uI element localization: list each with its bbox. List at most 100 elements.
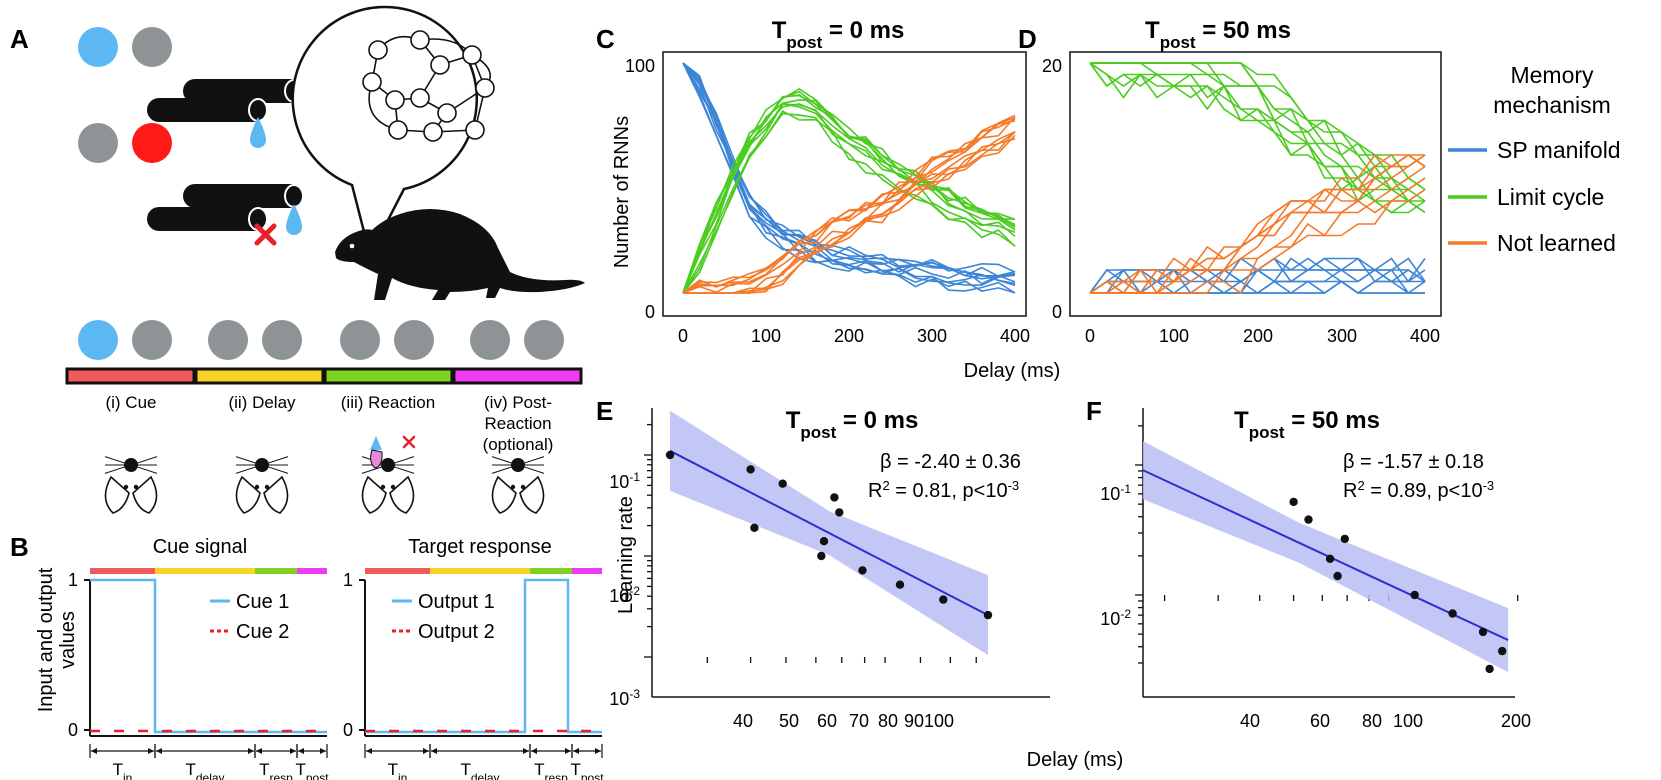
line-limit-cycle-1 [1090, 62, 1426, 191]
b-right-ytick-0: 0 [343, 720, 353, 740]
b-ytick-0: 0 [68, 720, 78, 740]
line-not-learned-8 [683, 138, 1016, 294]
cue-signal-axes [84, 579, 327, 737]
line-not-learned-5 [1090, 153, 1426, 294]
line-sp-manifold-4 [1089, 257, 1425, 295]
rat-silhouette [335, 209, 585, 300]
line-sp-manifold-9 [1089, 280, 1426, 294]
line-sp-manifold-7 [682, 62, 1016, 278]
time-arrow-resp: Tresp [254, 744, 298, 780]
scatter-point-2 [1289, 497, 1298, 507]
f-xticks: 40 60 80 100 200 [1240, 711, 1531, 731]
panel-e-label: E [596, 396, 613, 426]
stage-bars [65, 367, 583, 385]
stage-circles [78, 320, 564, 360]
line-limit-cycle-8 [682, 103, 1016, 294]
scatter-point-6 [1340, 534, 1350, 544]
panel-b-label: B [10, 532, 29, 562]
c-ytick-100: 100 [625, 56, 655, 76]
line-limit-cycle-3 [1090, 62, 1426, 203]
scatter-point-9 [1478, 627, 1488, 637]
time-label-delay: Tdelay [460, 760, 499, 780]
d-ytick-20: 20 [1042, 56, 1062, 76]
e-xtick-90: 90 [904, 711, 924, 731]
panel-c-title: Tpost = 0 ms [772, 17, 905, 52]
rat-heads [104, 456, 545, 514]
cue1-legend-label: Cue 1 [236, 591, 289, 613]
line-limit-cycle-7 [682, 112, 1016, 294]
cue-signal-title: Cue signal [153, 536, 248, 558]
stage-label-delay: (ii) Delay [228, 393, 296, 412]
water-drop-icon-2 [286, 204, 302, 235]
line-sp-manifold-2 [1090, 280, 1425, 294]
cue-circle-grey [132, 27, 172, 67]
time-arrow-delay: Tdelay [429, 744, 531, 780]
e-xtick-60: 60 [817, 711, 837, 731]
panel-e-beta: β = -2.40 ± 0.36 [880, 451, 1021, 473]
scatter-point-6 [830, 493, 839, 502]
time-arrow-delay: Tdelay [154, 744, 256, 780]
target-response-title: Target response [408, 536, 551, 558]
panel-c: C Tpost = 0 ms Number of RNNs 100 0 0 10… [596, 17, 1030, 346]
panel-f-fit-line [1143, 469, 1509, 641]
scatter-point-0 [665, 450, 675, 460]
rat-head-0 [104, 456, 158, 514]
water-drop-icon-3 [370, 436, 382, 450]
tongue-icon [370, 449, 383, 469]
legend-label-nl: Not learned [1497, 230, 1616, 256]
scatter-point-4 [817, 551, 826, 561]
b-ytick-1: 1 [68, 570, 78, 590]
scatter-point-10 [939, 595, 948, 604]
scatter-point-5 [1333, 571, 1342, 581]
scatter-point-1 [746, 465, 755, 474]
panel-b-ylabel-1: Input and output [35, 567, 57, 712]
time-label-post: Tpost [570, 760, 604, 780]
line-not-learned-8 [1090, 188, 1426, 294]
d-xtick-400: 400 [1410, 326, 1440, 346]
d-xtick-200: 200 [1243, 326, 1273, 346]
f-xtick-100: 100 [1393, 711, 1423, 731]
cue1-trace [90, 578, 327, 734]
panel-b-colorbars [90, 568, 602, 574]
rat-head-1 [235, 456, 289, 514]
stage-label-reaction: (iii) Reaction [341, 393, 435, 412]
rat-head-3 [491, 456, 545, 514]
e-xtick-100: 100 [924, 711, 954, 731]
line-not-learned-9 [1089, 154, 1425, 294]
stage-label-post-line2: Reaction [484, 414, 551, 433]
rat-eye [349, 243, 355, 249]
line-sp-manifold-3 [682, 62, 1016, 273]
panel-e-points [665, 450, 993, 620]
time-label-in: Tin [388, 760, 408, 780]
scatter-point-10 [1498, 646, 1507, 656]
water-drop-icon [250, 117, 266, 148]
panel-c-lines [682, 62, 1016, 294]
scatter-point-2 [750, 523, 759, 532]
lick-tubes-lower [147, 184, 304, 231]
e-ytick-2: 10-2 [609, 584, 640, 606]
stage-label-post: (iv) Post- [484, 393, 552, 412]
panel-e-title: Tpost = 0 ms [786, 407, 919, 442]
panel-f-beta: β = -1.57 ± 0.18 [1343, 451, 1484, 473]
line-sp-manifold-6 [1089, 257, 1426, 294]
scatter-point-9 [895, 580, 905, 589]
scatter-point-7 [835, 508, 844, 517]
scatter-point-8 [858, 566, 867, 575]
b-right-ytick-1: 1 [343, 570, 353, 590]
c-xtick-0: 0 [678, 326, 688, 346]
cue-circle-grey-2 [78, 123, 118, 163]
time-arrow-post: Tpost [295, 744, 329, 780]
panel-c-label: C [596, 24, 615, 54]
line-not-learned-4 [1090, 165, 1426, 294]
panel-a-label: A [10, 24, 29, 54]
scatter-point-3 [1304, 515, 1313, 524]
panel-d-label: D [1018, 24, 1037, 54]
panel-e-axes [651, 408, 1050, 698]
cd-xlabel: Delay (ms) [964, 360, 1061, 382]
panel-e-minor-ticks [644, 423, 977, 663]
cross-icon-2 [254, 223, 277, 246]
line-limit-cycle-8 [1090, 62, 1426, 168]
e-xtick-40: 40 [733, 711, 753, 731]
time-arrow-post: Tpost [570, 744, 604, 780]
cue2-legend-label: Cue 2 [236, 621, 289, 643]
